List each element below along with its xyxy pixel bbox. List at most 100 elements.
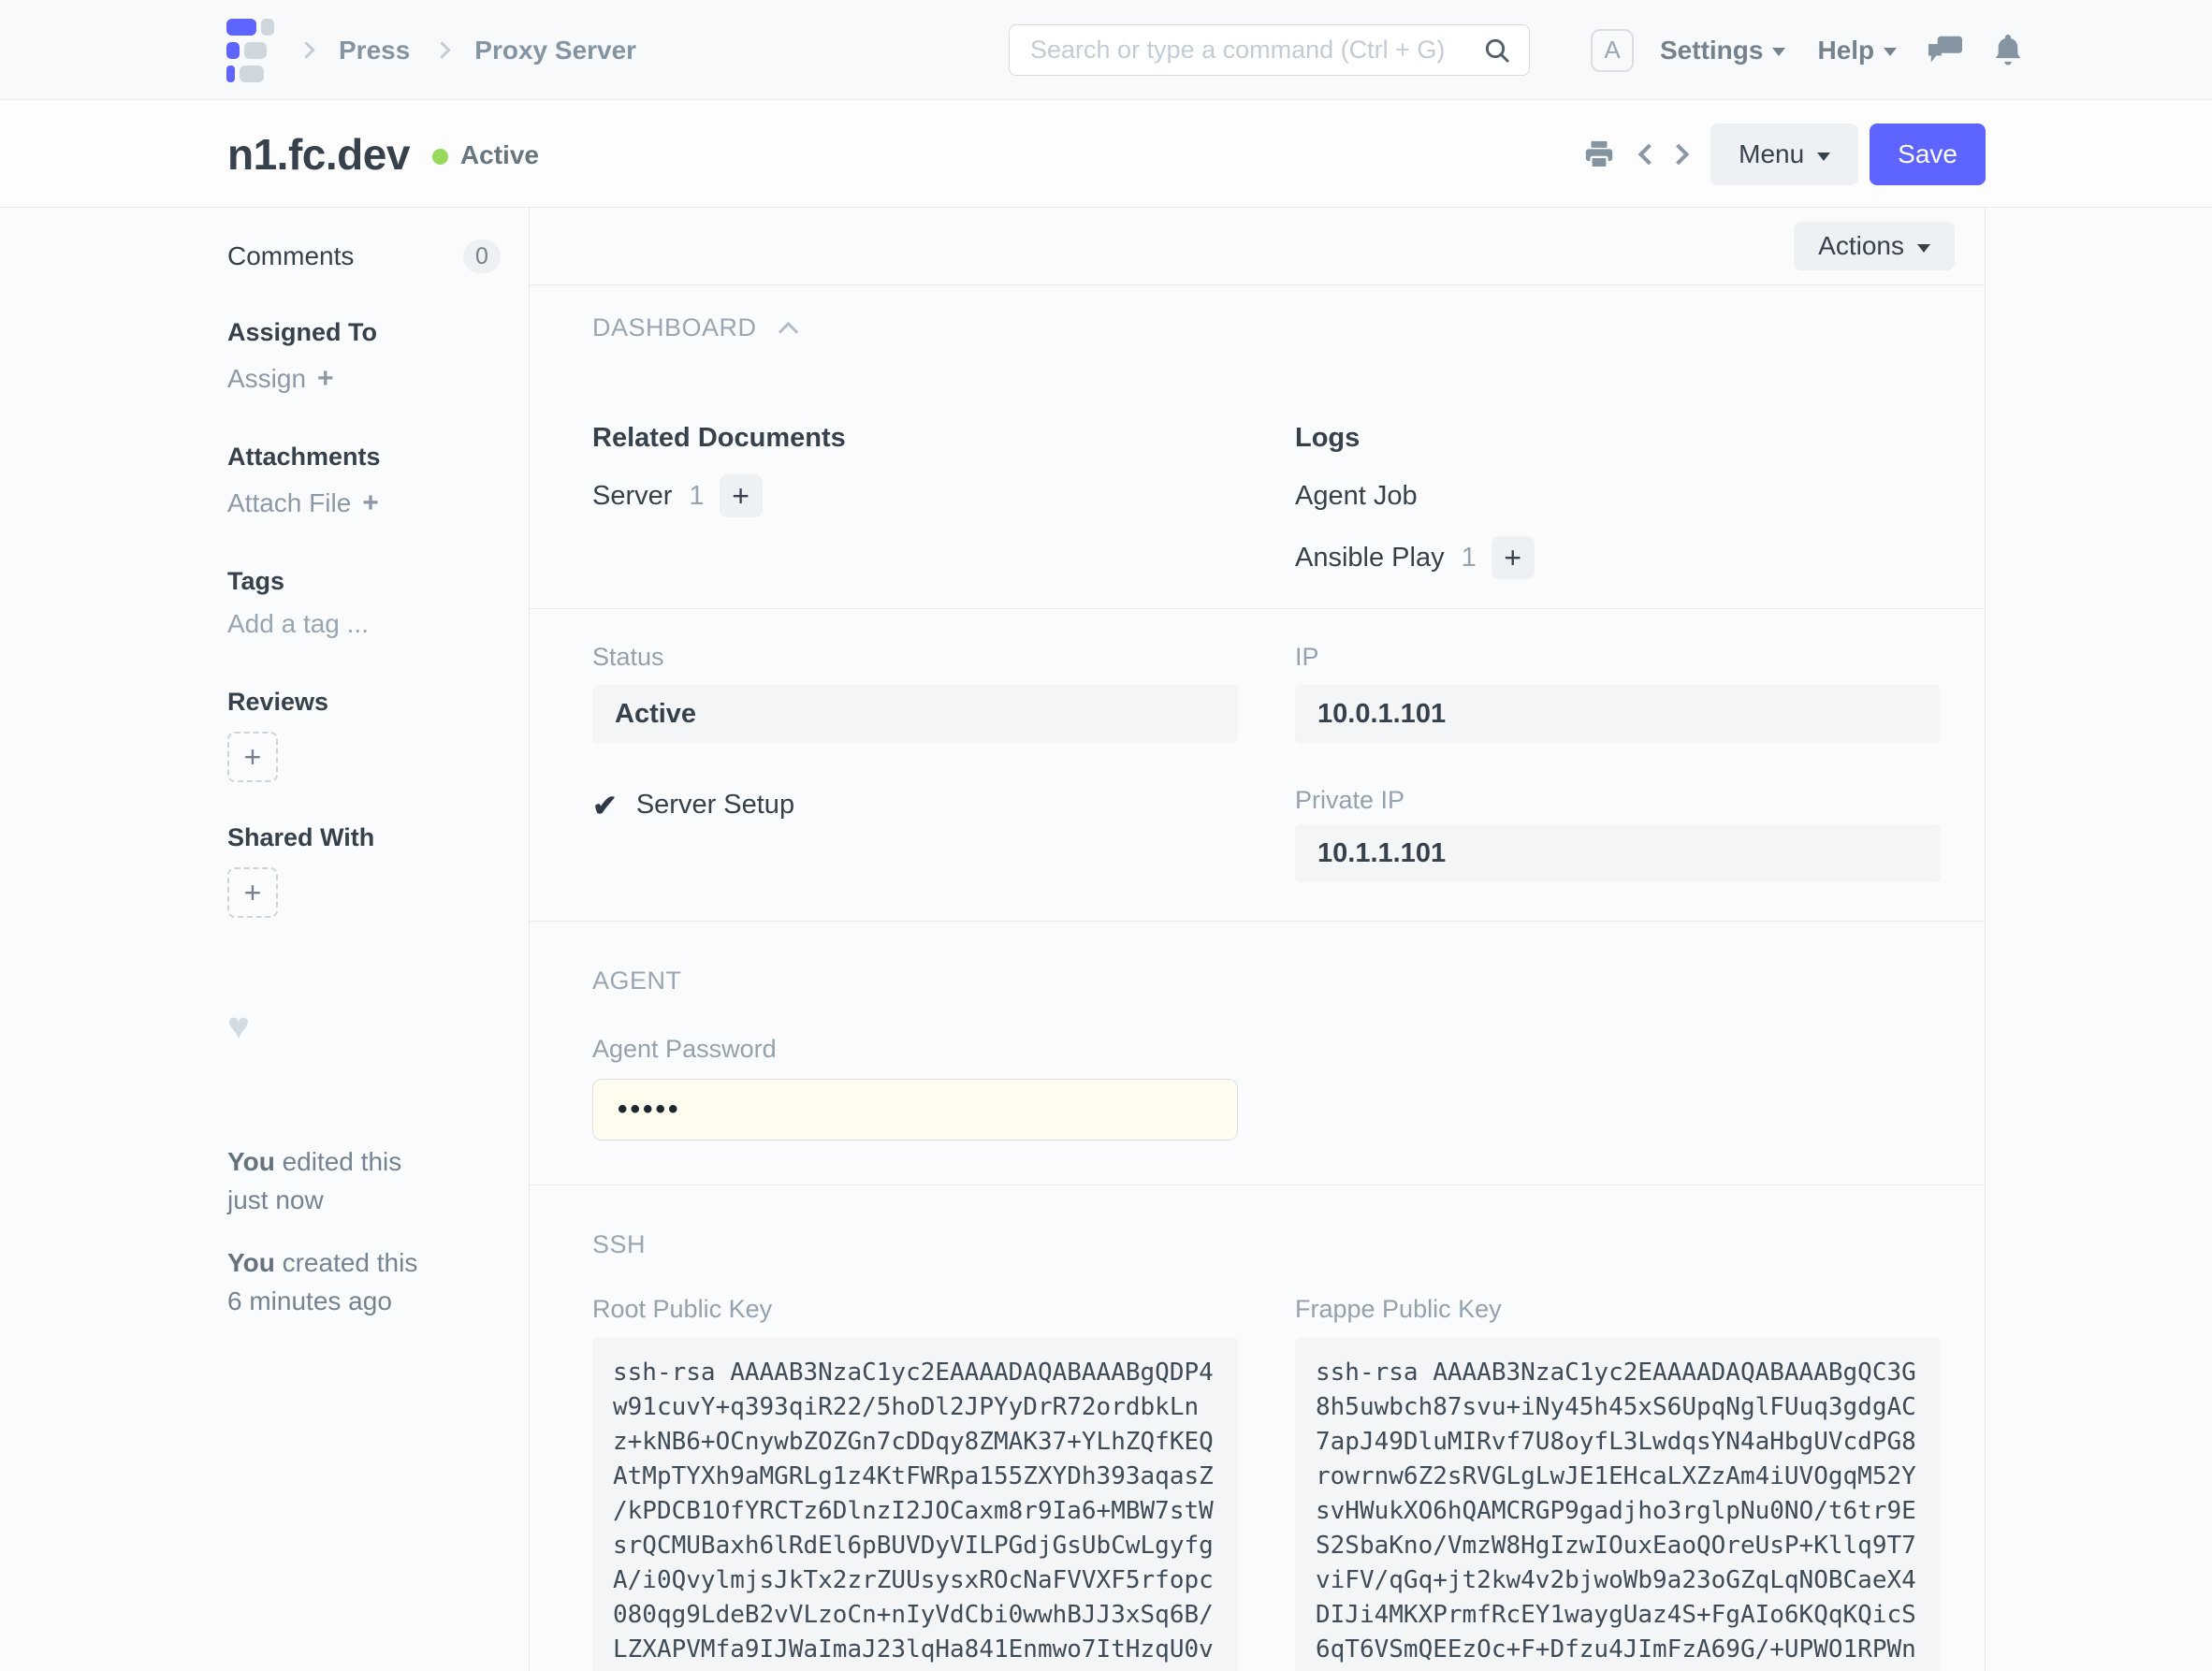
server-setup-label: Server Setup — [635, 790, 795, 820]
plus-icon: + — [1504, 541, 1522, 574]
ssh-section: SSH Root Public Key Frappe Public Key ss… — [530, 1185, 1985, 1671]
search-input[interactable] — [1030, 36, 1482, 65]
help-label: Help — [1817, 35, 1875, 65]
comments-label: Comments — [227, 241, 355, 270]
logo-shape — [226, 41, 240, 59]
agent-section-head[interactable]: AGENT — [592, 966, 1941, 995]
dashboard-section-label: DASHBOARD — [592, 313, 757, 341]
tags-heading: Tags — [227, 567, 285, 595]
private-ip-field-label: Private IP — [1295, 786, 1405, 814]
logo-shape — [261, 18, 274, 36]
log-row: Agent Job — [1295, 474, 1941, 517]
add-share-button[interactable]: + — [227, 867, 278, 918]
agent-job-link[interactable]: Agent Job — [1295, 480, 1418, 511]
edited-meta: You edited this just now — [227, 1142, 501, 1219]
add-tag-input[interactable] — [227, 609, 501, 639]
ansible-play-link[interactable]: Ansible Play — [1295, 542, 1445, 573]
edited-who: You — [227, 1147, 275, 1176]
attach-file-label: Attach File — [227, 488, 352, 517]
created-action: created this — [282, 1248, 418, 1277]
ssh-section-head[interactable]: SSH — [592, 1230, 1941, 1259]
log-row: Ansible Play 1 + — [1295, 536, 1941, 579]
app-logo[interactable] — [226, 18, 274, 82]
help-menu[interactable]: Help — [1817, 35, 1898, 65]
frappe-public-key-label: Frappe Public Key — [1295, 1295, 1502, 1323]
agent-password-label: Agent Password — [592, 1035, 777, 1063]
search-icon[interactable] — [1482, 36, 1512, 65]
settings-label: Settings — [1660, 35, 1764, 65]
server-link[interactable]: Server — [592, 480, 673, 511]
ansible-play-count: 1 — [1461, 542, 1477, 573]
menu-button-label: Menu — [1739, 139, 1805, 168]
dashboard-section-head[interactable]: DASHBOARD — [592, 313, 1941, 342]
bell-icon[interactable] — [1994, 34, 2022, 66]
logo-shape — [244, 41, 267, 59]
status-dot-icon — [431, 148, 448, 165]
shared-with-heading: Shared With — [227, 823, 375, 851]
edited-when: just now — [227, 1185, 324, 1214]
frappe-public-key-value[interactable]: ssh-rsa AAAAB3NzaC1yc2EAAAADAQABAAABgQC3… — [1295, 1337, 1941, 1671]
avatar[interactable]: A — [1591, 28, 1634, 72]
chevron-up-icon — [778, 321, 798, 342]
status-field-value: Active — [592, 685, 1238, 743]
private-ip-field-value: 10.1.1.101 — [1295, 824, 1941, 882]
add-ansible-play-button[interactable]: + — [1491, 536, 1535, 579]
page-head: n1.fc.dev Active Menu Save — [0, 101, 2212, 208]
created-when: 6 minutes ago — [227, 1286, 392, 1315]
plus-icon: + — [732, 479, 749, 513]
root-public-key-value[interactable]: ssh-rsa AAAAB3NzaC1yc2EAAAADAQABAAABgQDP… — [592, 1337, 1238, 1671]
add-review-button[interactable]: + — [227, 732, 278, 782]
status-section: Status Active ✔ Server Setup IP 10.0.1.1… — [530, 609, 1985, 922]
agent-section: AGENT Agent Password — [530, 922, 1985, 1185]
like-heart-icon[interactable]: ♥ — [227, 1006, 250, 1047]
status-badge: Active — [459, 140, 539, 169]
chevron-down-icon — [1772, 48, 1786, 56]
assign-button[interactable]: Assign + — [227, 364, 501, 394]
related-doc-row: Server 1 + — [592, 474, 1238, 517]
ip-field-value: 10.0.1.101 — [1295, 685, 1941, 743]
actions-button[interactable]: Actions — [1794, 222, 1955, 270]
attach-file-button[interactable]: Attach File + — [227, 488, 501, 518]
chevron-down-icon — [1917, 243, 1930, 253]
comments-row[interactable]: Comments 0 — [227, 240, 501, 273]
root-public-key-label: Root Public Key — [592, 1295, 773, 1323]
ip-field-label: IP — [1295, 643, 1319, 671]
breadcrumb-press[interactable]: Press — [339, 35, 411, 65]
logo-shape — [226, 18, 256, 36]
logo-shape — [226, 65, 235, 82]
agent-section-label: AGENT — [592, 966, 682, 995]
actions-button-label: Actions — [1818, 231, 1904, 260]
agent-password-input[interactable] — [618, 1094, 1213, 1126]
top-navbar: Press Proxy Server A Settings Help — [0, 0, 2212, 100]
agent-password-field[interactable] — [592, 1079, 1238, 1141]
add-server-button[interactable]: + — [719, 474, 763, 517]
form-body: Actions DASHBOARD Related Documents Serv… — [529, 208, 1986, 1671]
menu-button[interactable]: Menu — [1710, 124, 1859, 185]
created-meta: You created this 6 minutes ago — [227, 1243, 501, 1320]
global-search[interactable] — [1009, 24, 1530, 76]
chevron-down-icon — [1884, 48, 1898, 56]
assigned-to-heading: Assigned To — [227, 318, 378, 346]
page-title: n1.fc.dev — [227, 130, 410, 179]
previous-document-icon[interactable] — [1637, 143, 1660, 166]
comments-count-badge: 0 — [463, 240, 501, 273]
form-sidebar: Comments 0 Assigned To Assign + Attachme… — [227, 208, 501, 1320]
settings-menu[interactable]: Settings — [1660, 35, 1786, 65]
chat-icon[interactable] — [1928, 36, 1963, 65]
print-icon[interactable] — [1583, 138, 1615, 170]
ssh-section-label: SSH — [592, 1230, 647, 1258]
breadcrumb-chevron-icon — [433, 41, 451, 59]
next-document-icon[interactable] — [1667, 143, 1690, 166]
server-setup-checkbox[interactable]: ✔ Server Setup — [592, 790, 1238, 821]
breadcrumb-chevron-icon — [298, 41, 315, 59]
logs-heading: Logs — [1295, 423, 1361, 453]
breadcrumb-proxy-server[interactable]: Proxy Server — [474, 35, 637, 65]
related-documents-heading: Related Documents — [592, 423, 846, 453]
plus-icon: + — [243, 876, 262, 909]
plus-icon: + — [243, 740, 262, 774]
logo-shape — [240, 65, 264, 82]
form-toolbar-row: Actions — [530, 208, 1985, 285]
dashboard-section: DASHBOARD Related Documents Server 1 + L… — [530, 285, 1985, 609]
save-button[interactable]: Save — [1870, 124, 1986, 185]
assign-label: Assign — [227, 364, 307, 393]
